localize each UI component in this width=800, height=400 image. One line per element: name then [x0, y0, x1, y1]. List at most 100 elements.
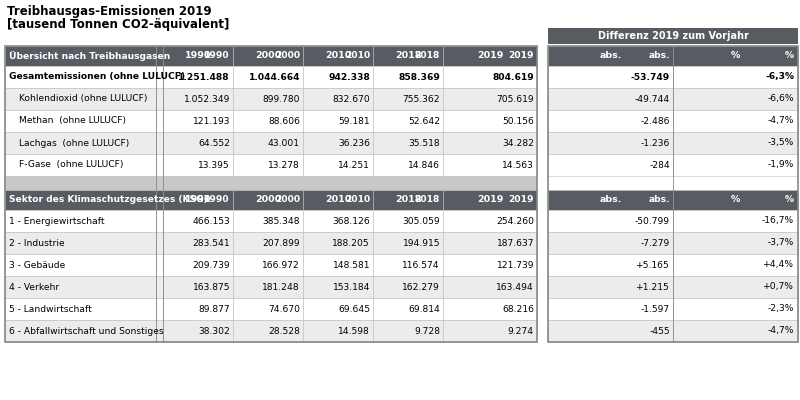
Text: 2019: 2019 [477, 52, 503, 60]
Bar [5, 154, 156, 176]
Text: 2018: 2018 [394, 52, 422, 60]
Text: 2019: 2019 [477, 196, 503, 204]
Bar [548, 110, 673, 132]
Bar [156, 232, 163, 254]
Text: 14.251: 14.251 [338, 160, 370, 170]
Bar [156, 320, 163, 342]
Text: 1 - Energiewirtschaft: 1 - Energiewirtschaft [9, 216, 105, 226]
Bar [163, 154, 233, 176]
Bar [548, 210, 673, 232]
Text: 88.606: 88.606 [268, 116, 300, 126]
Text: 2018: 2018 [414, 196, 440, 204]
Bar [233, 232, 303, 254]
Text: -1.597: -1.597 [641, 304, 670, 314]
Text: 2010: 2010 [325, 52, 351, 60]
Bar [303, 298, 373, 320]
Bar [673, 276, 798, 298]
Text: +4,4%: +4,4% [763, 260, 794, 270]
Text: 69.645: 69.645 [338, 304, 370, 314]
Text: 1.044.664: 1.044.664 [249, 72, 300, 82]
Bar [233, 46, 303, 66]
Bar [233, 132, 303, 154]
Bar [303, 154, 373, 176]
Text: 385.348: 385.348 [262, 216, 300, 226]
Bar [233, 110, 303, 132]
Bar [443, 210, 537, 232]
Text: -3,5%: -3,5% [768, 138, 794, 148]
Bar [5, 66, 156, 88]
Bar [548, 320, 673, 342]
Text: +1.215: +1.215 [636, 282, 670, 292]
Text: 755.362: 755.362 [402, 94, 440, 104]
Bar [673, 46, 798, 66]
Text: 50.156: 50.156 [502, 116, 534, 126]
Text: 116.574: 116.574 [402, 260, 440, 270]
Bar [548, 254, 673, 276]
Bar [163, 66, 233, 88]
Bar [5, 298, 156, 320]
Text: 13.278: 13.278 [268, 160, 300, 170]
Bar [373, 210, 443, 232]
Bar [548, 154, 673, 176]
Text: 899.780: 899.780 [262, 94, 300, 104]
Text: 368.126: 368.126 [332, 216, 370, 226]
Text: 166.972: 166.972 [262, 260, 300, 270]
Text: Methan  (ohne LULUCF): Methan (ohne LULUCF) [19, 116, 126, 126]
Bar [548, 132, 673, 154]
Bar [5, 110, 156, 132]
Text: Sektor des Klimaschutzgesetzes (KSG): Sektor des Klimaschutzgesetzes (KSG) [9, 196, 208, 204]
Bar [548, 190, 673, 210]
Text: 163.494: 163.494 [496, 282, 534, 292]
Bar [673, 132, 798, 154]
Text: 74.670: 74.670 [268, 304, 300, 314]
Bar [548, 276, 673, 298]
Bar [673, 254, 798, 276]
Text: 14.563: 14.563 [502, 160, 534, 170]
Text: 2018: 2018 [414, 52, 440, 60]
Bar [548, 28, 798, 44]
Text: 59.181: 59.181 [338, 116, 370, 126]
Bar [303, 254, 373, 276]
Bar [443, 254, 537, 276]
Bar [5, 176, 537, 190]
Bar [373, 110, 443, 132]
Bar [5, 46, 537, 342]
Text: 13.395: 13.395 [198, 160, 230, 170]
Bar [156, 88, 163, 110]
Bar [673, 190, 798, 210]
Text: 163.875: 163.875 [193, 282, 230, 292]
Bar [443, 46, 537, 66]
Text: 2018: 2018 [394, 196, 422, 204]
Bar [156, 154, 163, 176]
Bar [163, 232, 233, 254]
Text: -4,7%: -4,7% [768, 116, 794, 126]
Bar [673, 66, 798, 88]
Bar [163, 190, 233, 210]
Bar [156, 276, 163, 298]
Bar [548, 66, 673, 88]
Bar [5, 88, 156, 110]
Bar [5, 320, 156, 342]
Bar [303, 232, 373, 254]
Bar [163, 210, 233, 232]
Text: -2,3%: -2,3% [768, 304, 794, 314]
Bar [673, 320, 798, 342]
Bar [303, 190, 373, 210]
Bar [303, 210, 373, 232]
Text: -6,6%: -6,6% [767, 94, 794, 104]
Text: -53.749: -53.749 [630, 72, 670, 82]
Bar [5, 276, 156, 298]
Text: -6,3%: -6,3% [765, 72, 794, 82]
Text: %: % [731, 52, 740, 60]
Text: -50.799: -50.799 [635, 216, 670, 226]
Bar [156, 46, 163, 66]
Text: 705.619: 705.619 [496, 94, 534, 104]
Text: %: % [785, 52, 794, 60]
Bar [233, 154, 303, 176]
Text: 1.251.488: 1.251.488 [178, 72, 230, 82]
Text: 2010: 2010 [345, 52, 370, 60]
Text: 2019: 2019 [509, 52, 534, 60]
Bar [163, 254, 233, 276]
Text: -16,7%: -16,7% [762, 216, 794, 226]
Text: 64.552: 64.552 [198, 138, 230, 148]
